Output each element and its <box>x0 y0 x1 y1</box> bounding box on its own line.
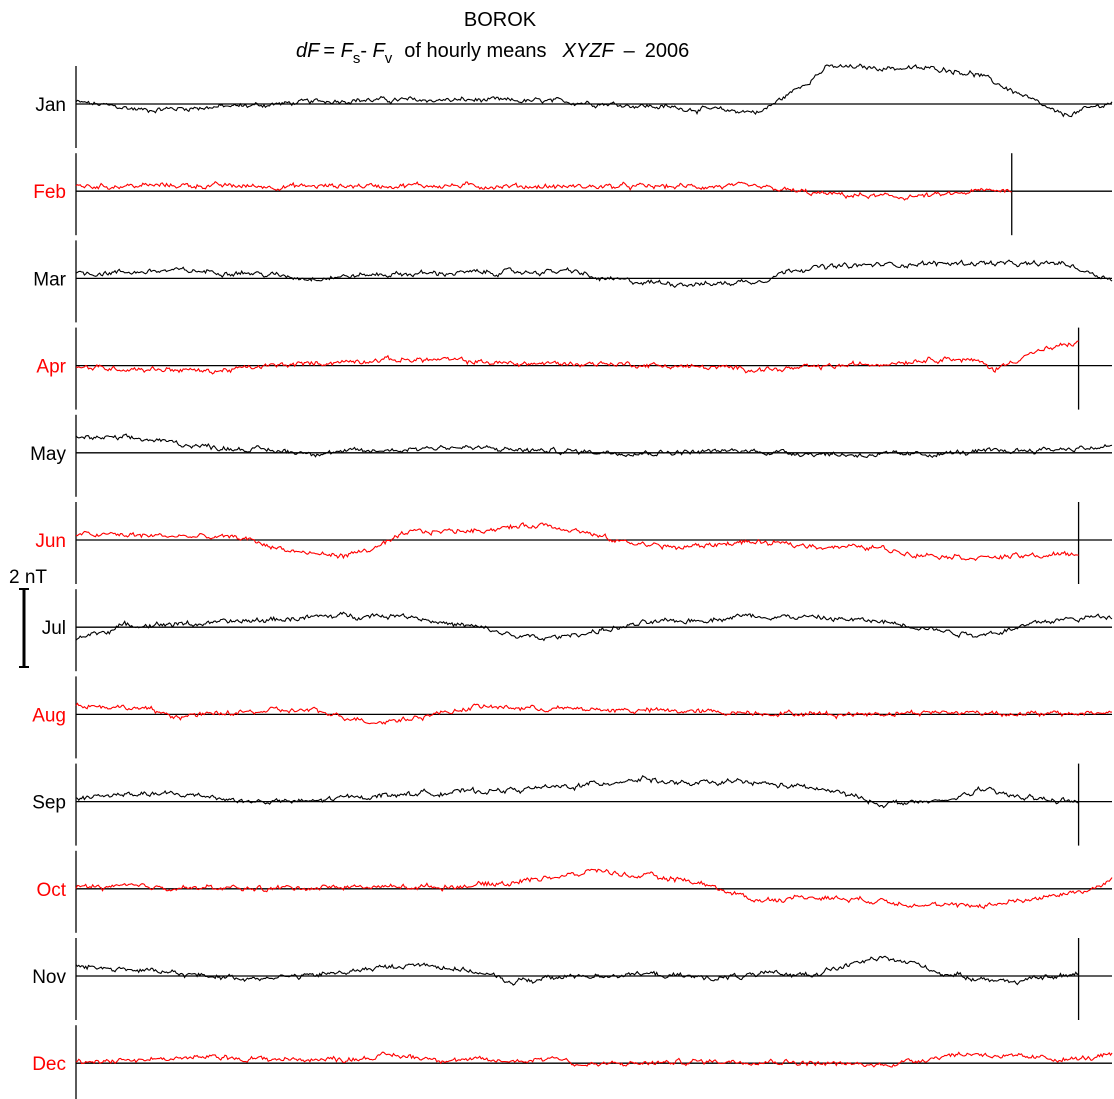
series-line-apr <box>75 340 1079 375</box>
month-label-jun: Jun <box>35 531 66 552</box>
panel-nov: Nov <box>32 938 1112 1020</box>
panel-dec: Dec <box>32 1025 1113 1099</box>
title-components: XYZF <box>562 40 616 62</box>
panel-sep: Sep <box>32 763 1112 846</box>
series-line-may <box>75 433 1113 459</box>
month-label-sep: Sep <box>32 793 66 814</box>
title-Fv: F <box>373 40 387 62</box>
series-line-mar <box>75 259 1113 289</box>
title-Fs-sub: s <box>353 50 361 67</box>
title-dash: – <box>624 40 636 62</box>
panel-may: May <box>30 414 1113 497</box>
title-equals: = <box>323 40 340 62</box>
month-label-mar: Mar <box>33 269 66 290</box>
panel-oct: Oct <box>36 850 1113 933</box>
month-label-oct: Oct <box>36 880 66 901</box>
month-label-nov: Nov <box>32 967 66 988</box>
month-label-feb: Feb <box>33 182 66 203</box>
panel-jul: Jul <box>42 589 1113 672</box>
month-label-may: May <box>30 444 66 465</box>
title-hourly: of hourly means <box>404 40 546 62</box>
series-line-jul <box>75 611 1113 642</box>
series-line-oct <box>75 868 1113 910</box>
series-line-jun <box>75 522 1079 562</box>
series-line-nov <box>75 955 1079 986</box>
month-label-jan: Jan <box>35 95 66 116</box>
series-line-feb <box>75 180 1012 201</box>
panel-mar: Mar <box>33 240 1113 323</box>
month-panels: Jan Feb Mar Apr May Jun Jul Aug Sep Oct Nov Dec <box>30 63 1113 1099</box>
month-label-jul: Jul <box>42 618 66 639</box>
series-line-jan <box>75 63 1113 118</box>
chart-title-formula: dF = Fs- Fv of hourly means XYZF –2006 <box>296 40 689 67</box>
month-label-aug: Aug <box>32 705 66 726</box>
series-line-dec <box>75 1051 1113 1068</box>
title-Fs: F <box>341 40 355 62</box>
panel-apr: Apr <box>36 327 1112 410</box>
panel-aug: Aug <box>32 676 1112 759</box>
chart-title-station: BOROK <box>464 9 537 31</box>
title-Fv-sub: v <box>385 50 393 67</box>
panel-jun: Jun <box>35 502 1112 584</box>
month-label-dec: Dec <box>32 1054 66 1075</box>
panel-feb: Feb <box>33 153 1112 236</box>
title-year: 2006 <box>645 40 690 62</box>
panel-jan: Jan <box>35 63 1113 148</box>
scale-bar <box>19 588 29 668</box>
month-label-apr: Apr <box>36 357 66 378</box>
series-line-sep <box>75 774 1080 809</box>
scale-bar-label: 2 nT <box>9 567 47 588</box>
title-minus: - <box>360 40 372 62</box>
series-line-aug <box>75 702 1112 725</box>
title-dF: dF <box>296 40 321 62</box>
